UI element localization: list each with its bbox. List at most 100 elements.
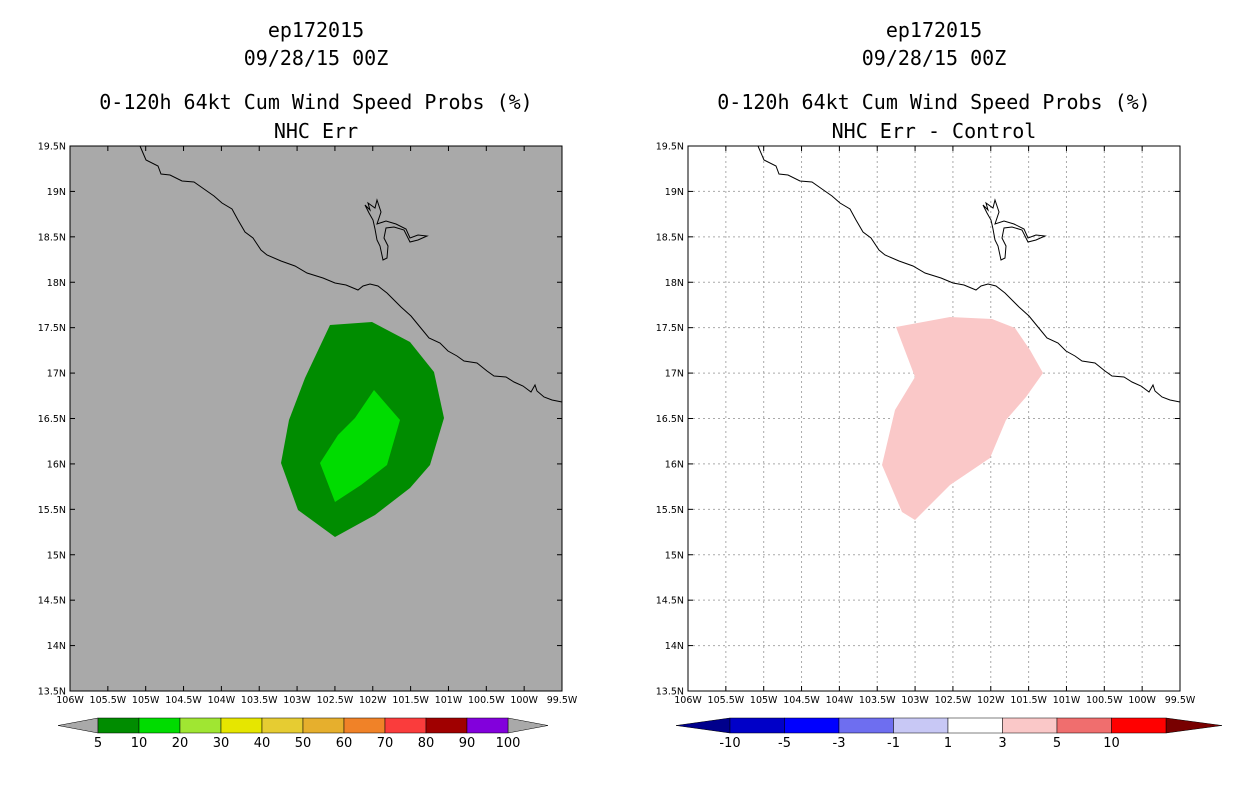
lon-label: 100.5W <box>1086 695 1123 706</box>
right-colorbar-label: -1 <box>887 736 900 751</box>
right-coastline <box>757 145 1181 403</box>
right-colorbar-swatch <box>838 717 894 734</box>
lat-label: 17.5N <box>656 323 684 334</box>
right-difference-contour <box>882 317 1043 520</box>
lat-label: 16.5N <box>656 414 684 425</box>
lat-label: 15N <box>665 550 684 561</box>
right-colorbar-swatch <box>1002 717 1058 734</box>
lon-label: 103W <box>283 695 311 706</box>
lon-label: 102.5W <box>935 695 972 706</box>
lat-label: 17N <box>47 369 66 380</box>
left-colorbar-label: 70 <box>377 736 394 751</box>
lon-label: 101W <box>1053 695 1081 706</box>
right-colorbar-swatch <box>947 717 1003 734</box>
left-colorbar-label: 10 <box>131 736 148 751</box>
left-colorbar-swatch <box>466 717 509 734</box>
lat-label: 14.5N <box>656 596 684 607</box>
lat-label: 19.5N <box>656 142 684 153</box>
right-colorbar-high-end <box>1165 717 1223 734</box>
lat-label: 16.5N <box>38 414 66 425</box>
left-title-storm-id: ep172015 <box>267 18 365 42</box>
left-colorbar-label: 50 <box>295 736 312 751</box>
left-colorbar-label: 80 <box>418 736 435 751</box>
right-title-storm-id: ep172015 <box>885 18 983 42</box>
lat-label: 15.5N <box>656 505 684 516</box>
right-inland-lake-outline <box>982 198 1047 261</box>
lon-label: 104W <box>208 695 236 706</box>
lat-label: 13.5N <box>38 687 66 698</box>
right-colorbar-swatch <box>893 717 949 734</box>
left-colorbar-high-end <box>507 717 549 734</box>
lon-label: 102W <box>977 695 1005 706</box>
right-colorbar-swatch <box>1111 717 1167 734</box>
left-colorbar-label: 90 <box>459 736 476 751</box>
right-colorbar: -10 -5 -3 -1 1 3 5 10 <box>675 717 1223 751</box>
lat-label: 18N <box>665 278 684 289</box>
left-longitude-axis: 106W 105.5W 105W 104.5W 104W 103.5W 103W 102.5W… <box>56 146 578 706</box>
lon-label: 105.5W <box>90 695 127 706</box>
right-title-product: 0-120h 64kt Cum Wind Speed Probs (%) <box>717 90 1151 114</box>
lon-label: 100W <box>1128 695 1156 706</box>
lat-label: 16N <box>665 459 684 470</box>
left-colorbar-low-end <box>57 717 99 734</box>
left-colorbar: 5 10 20 30 40 50 60 70 80 90 100 <box>57 717 549 751</box>
lon-label: 105W <box>132 695 160 706</box>
lat-label: 18.5N <box>38 232 66 243</box>
lon-label: 101W <box>435 695 463 706</box>
left-colorbar-swatch <box>97 717 140 734</box>
lon-label: 105.5W <box>708 695 745 706</box>
right-colorbar-swatch <box>1056 717 1112 734</box>
right-colorbar-label: 5 <box>1053 736 1061 751</box>
left-colorbar-swatch <box>179 717 222 734</box>
left-inner-probability-contour <box>320 390 400 502</box>
right-title-method: NHC Err - Control <box>831 119 1037 143</box>
left-colorbar-swatch <box>302 717 345 734</box>
lat-label: 19.5N <box>38 142 66 153</box>
left-map: 19.5N 19N 18.5N 18N 17.5N 17N 16.5N 16N 15.5N 15N… <box>38 142 578 707</box>
lat-label: 19N <box>47 187 66 198</box>
left-colorbar-swatch <box>384 717 427 734</box>
left-colorbar-label: 40 <box>254 736 271 751</box>
lon-label: 101.5W <box>392 695 429 706</box>
left-title-product: 0-120h 64kt Cum Wind Speed Probs (%) <box>99 90 533 114</box>
lat-label: 15.5N <box>38 505 66 516</box>
lat-label: 14.5N <box>38 596 66 607</box>
right-title-date: 09/28/15 00Z <box>861 46 1007 70</box>
lon-label: 100W <box>510 695 538 706</box>
left-title-date: 09/28/15 00Z <box>243 46 389 70</box>
right-colorbar-label: -10 <box>719 736 740 751</box>
lat-label: 18.5N <box>656 232 684 243</box>
left-latitude-axis: 19.5N 19N 18.5N 18N 17.5N 17N 16.5N 16N 15.5N 15N… <box>38 142 562 698</box>
lon-label: 106W <box>56 695 84 706</box>
lon-label: 102.5W <box>317 695 354 706</box>
lon-label: 103.5W <box>241 695 278 706</box>
left-colorbar-swatch <box>343 717 386 734</box>
left-colorbar-swatch <box>261 717 304 734</box>
lon-label: 99.5W <box>1165 695 1196 706</box>
lon-label: 103.5W <box>859 695 896 706</box>
right-colorbar-label: -5 <box>778 736 791 751</box>
lat-label: 17N <box>665 369 684 380</box>
lat-label: 14N <box>47 641 66 652</box>
left-colorbar-label: 100 <box>496 736 521 751</box>
left-title-method: NHC Err <box>273 119 359 143</box>
lon-label: 102W <box>359 695 387 706</box>
lat-label: 13.5N <box>656 687 684 698</box>
lon-label: 101.5W <box>1010 695 1047 706</box>
right-map: 19.5N 19N 18.5N 18N 17.5N 17N 16.5N 16N 15.5N 15N… <box>656 142 1196 707</box>
right-colorbar-low-end <box>675 717 731 734</box>
lat-label: 15N <box>47 550 66 561</box>
left-coastline <box>139 145 563 403</box>
lon-label: 104.5W <box>165 695 202 706</box>
right-latitude-axis: 19.5N 19N 18.5N 18N 17.5N 17N 16.5N 16N 15.5N 15N… <box>656 142 1180 698</box>
left-colorbar-swatch <box>220 717 263 734</box>
left-colorbar-label: 5 <box>94 736 102 751</box>
left-colorbar-label: 30 <box>213 736 230 751</box>
lon-label: 104W <box>826 695 854 706</box>
right-colorbar-label: -3 <box>833 736 846 751</box>
left-colorbar-swatch <box>138 717 181 734</box>
lat-label: 19N <box>665 187 684 198</box>
right-colorbar-label: 10 <box>1103 736 1120 751</box>
right-longitude-axis: 106W 105.5W 105W 104.5W 104W 103.5W 103W 102.5W… <box>674 146 1196 706</box>
lon-label: 104.5W <box>783 695 820 706</box>
